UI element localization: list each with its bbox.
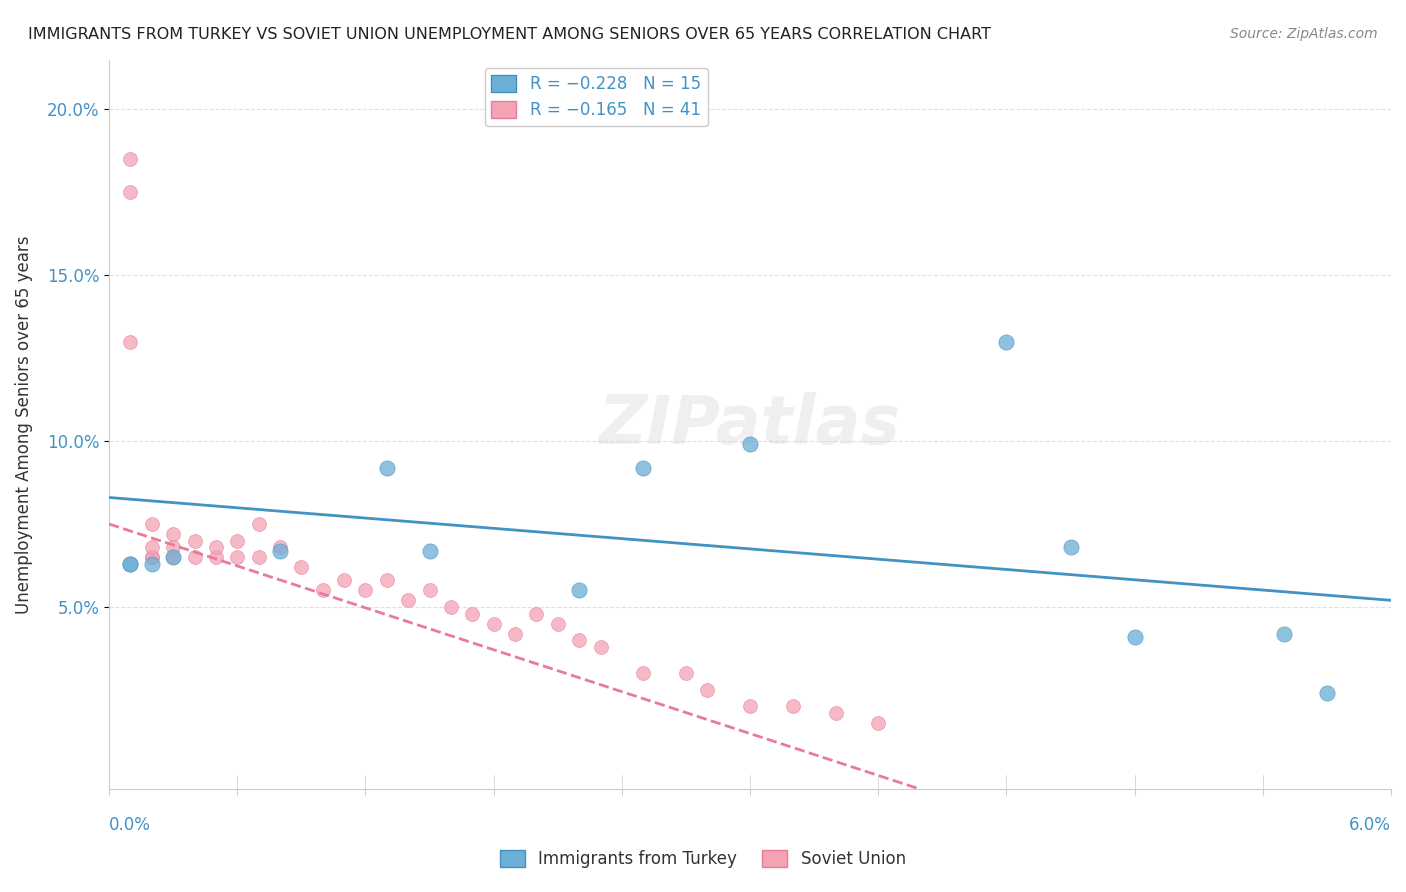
Legend: Immigrants from Turkey, Soviet Union: Immigrants from Turkey, Soviet Union	[494, 843, 912, 875]
Point	[226, 533, 249, 548]
Point	[440, 599, 463, 614]
Point	[589, 640, 612, 654]
Point	[738, 437, 761, 451]
Point	[162, 527, 184, 541]
Point	[141, 516, 163, 531]
Point	[482, 616, 505, 631]
Point	[782, 699, 804, 714]
Point	[141, 541, 163, 555]
Point	[183, 550, 205, 565]
Point	[120, 557, 142, 571]
Y-axis label: Unemployment Among Seniors over 65 years: Unemployment Among Seniors over 65 years	[15, 235, 32, 614]
Point	[290, 560, 312, 574]
Point	[162, 550, 184, 565]
Point	[226, 550, 249, 565]
Point	[183, 533, 205, 548]
Point	[631, 666, 654, 681]
Point	[868, 716, 890, 731]
Text: IMMIGRANTS FROM TURKEY VS SOVIET UNION UNEMPLOYMENT AMONG SENIORS OVER 65 YEARS : IMMIGRANTS FROM TURKEY VS SOVIET UNION U…	[28, 27, 991, 42]
Point	[269, 541, 291, 555]
Point	[354, 583, 377, 598]
Point	[120, 334, 142, 349]
Point	[162, 550, 184, 565]
Point	[824, 706, 846, 720]
Point	[120, 152, 142, 166]
Point	[333, 574, 356, 588]
Point	[141, 550, 163, 565]
Point	[547, 616, 569, 631]
Point	[696, 682, 718, 697]
Text: ZIPatlas: ZIPatlas	[599, 392, 901, 458]
Point	[995, 334, 1018, 349]
Text: Source: ZipAtlas.com: Source: ZipAtlas.com	[1230, 27, 1378, 41]
Point	[247, 550, 270, 565]
Point	[269, 543, 291, 558]
Point	[375, 574, 398, 588]
Point	[675, 666, 697, 681]
Legend: R = −0.228   N = 15, R = −0.165   N = 41: R = −0.228 N = 15, R = −0.165 N = 41	[485, 68, 707, 126]
Point	[120, 186, 142, 200]
Point	[503, 626, 526, 640]
Point	[419, 583, 441, 598]
Point	[631, 460, 654, 475]
Point	[120, 557, 142, 571]
Text: 6.0%: 6.0%	[1350, 816, 1391, 834]
Point	[375, 460, 398, 475]
Point	[1059, 541, 1081, 555]
Point	[1272, 626, 1295, 640]
Point	[205, 541, 228, 555]
Point	[141, 557, 163, 571]
Point	[1316, 686, 1339, 700]
Point	[461, 607, 484, 621]
Point	[526, 607, 548, 621]
Point	[738, 699, 761, 714]
Point	[162, 541, 184, 555]
Text: 0.0%: 0.0%	[110, 816, 150, 834]
Point	[568, 633, 591, 648]
Point	[205, 550, 228, 565]
Point	[419, 543, 441, 558]
Point	[396, 593, 419, 607]
Point	[247, 516, 270, 531]
Point	[141, 550, 163, 565]
Point	[1123, 630, 1146, 644]
Point	[568, 583, 591, 598]
Point	[312, 583, 335, 598]
